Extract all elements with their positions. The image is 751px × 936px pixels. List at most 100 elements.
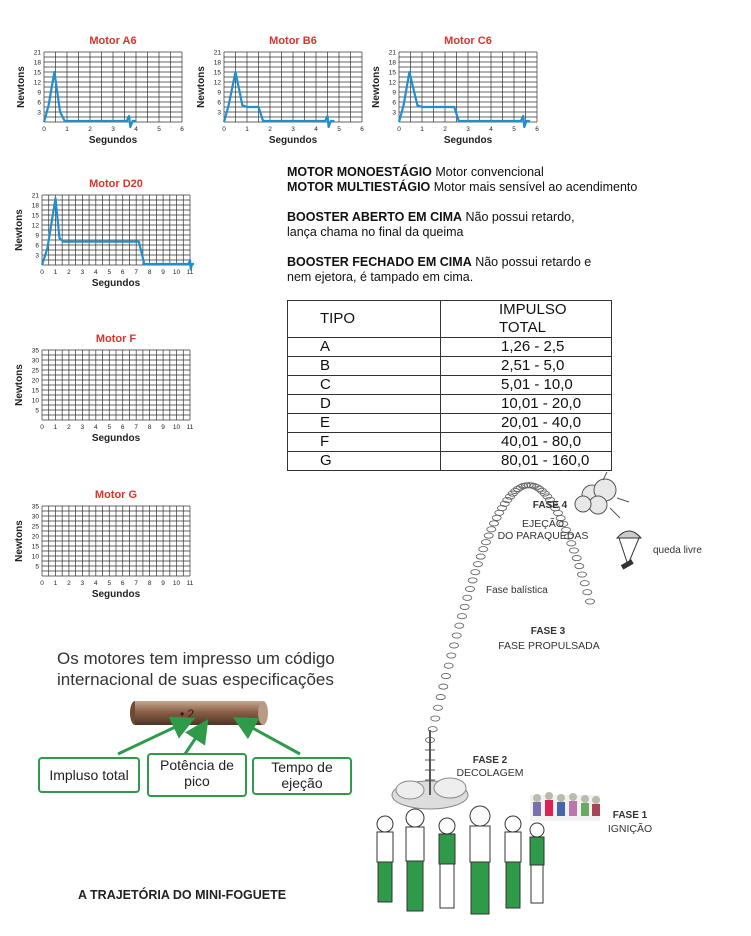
chart-grid — [41, 194, 191, 266]
trajectory-dot — [539, 490, 550, 497]
x-tick-label: 4 — [94, 580, 98, 587]
cell-impulso: 80,01 - 160,0 — [440, 451, 612, 471]
y-tick-label: 20 — [32, 378, 40, 385]
chart-motor-c6: Motor C6 3 6 9 12 15 18 21 0 1 2 3 4 5 6 Newtons Segundo… — [365, 32, 545, 158]
potencia-label-2: pico — [184, 773, 210, 789]
svg-text:• 2: • 2 — [180, 707, 195, 721]
chart-grid — [223, 51, 363, 123]
table-row: A 1,26 - 2,5 — [287, 337, 612, 357]
impulso-total-label: Impluso total — [49, 767, 129, 783]
motor-code-diagram: • 2 — [117, 701, 301, 756]
x-tick-label: 6 — [121, 424, 125, 431]
y-tick-label: 15 — [389, 70, 397, 77]
x-tick-label: 6 — [121, 269, 125, 276]
y-tick-label: 12 — [214, 80, 222, 87]
y-tick-label: 9 — [35, 233, 39, 240]
trajectory-dot — [449, 642, 459, 649]
y-axis-label: Newtons — [371, 66, 382, 108]
trajectory-dot — [531, 484, 542, 491]
x-tick-label: 2 — [88, 126, 92, 133]
y-tick-label: 5 — [35, 564, 39, 571]
impulse-table: TIPO IMPULSO TOTAL A 1,26 - 2,5 B 2,51 - 5,… — [287, 300, 612, 471]
y-tick-label: 25 — [32, 524, 40, 531]
y-tick-label: 30 — [32, 358, 40, 365]
chart-title: Motor G — [95, 489, 137, 501]
y-tick-label: 18 — [214, 60, 222, 67]
trajectory-illustration — [376, 471, 643, 915]
trajectory-dot — [430, 715, 441, 722]
arrow-impulso — [117, 716, 196, 756]
arrow-tempo — [232, 717, 301, 756]
cell-impulso: 5,01 - 10,0 — [440, 375, 612, 395]
header-tipo: TIPO — [287, 300, 441, 338]
trajectory-dot — [459, 603, 470, 610]
cell-impulso: 1,26 - 2,5 — [440, 337, 612, 357]
x-tick-label: 1 — [54, 424, 58, 431]
x-axis-label: Segundos — [444, 135, 493, 146]
cell-impulso: 20,01 - 40,0 — [440, 413, 612, 433]
cell-impulso: 2,51 - 5,0 — [440, 356, 612, 376]
x-tick-label: 5 — [107, 269, 111, 276]
chart-title: Motor D20 — [89, 178, 143, 190]
y-axis-label: Newtons — [196, 66, 207, 108]
trajectory-dot — [497, 505, 507, 512]
x-tick-label: 3 — [466, 126, 470, 133]
table-row: F 40,01 - 80,0 — [287, 432, 612, 452]
x-tick-label: 3 — [81, 580, 85, 587]
trajectory-dot — [462, 594, 473, 601]
x-axis-label: Segundos — [92, 433, 141, 444]
y-tick-label: 15 — [214, 70, 222, 77]
chart-motor-b6: Motor B6 3 6 9 12 15 18 21 0 1 2 3 4 5 6 Newtons Segundo… — [190, 32, 370, 158]
fase1-line1: IGNIÇÃO — [607, 823, 653, 835]
trajectory-dot — [566, 540, 577, 547]
trajectory-dot — [585, 598, 595, 605]
trajectory-dot — [582, 589, 593, 596]
x-tick-label: 4 — [94, 269, 98, 276]
spectators-illustration — [376, 805, 545, 915]
x-tick-label: 7 — [134, 269, 138, 276]
y-axis-label: Newtons — [14, 520, 25, 562]
mono-label: MOTOR MONOESTÁGIO — [287, 165, 432, 179]
table-row: G 80,01 - 160,0 — [287, 451, 612, 471]
x-tick-label: 10 — [173, 269, 181, 276]
y-tick-label: 21 — [214, 50, 222, 57]
x-tick-label: 3 — [81, 269, 85, 276]
chart-motor-d20: Motor D20 3 6 9 12 15 18 21 0 1 2 3 4 5 6 7 8 9 10 11 Newton… — [8, 175, 198, 301]
table-header-row: TIPO IMPULSO TOTAL — [287, 300, 612, 338]
x-tick-label: 11 — [187, 269, 194, 276]
x-tick-label: 1 — [420, 126, 424, 133]
thrust-curve — [42, 70, 136, 129]
cell-tipo: C — [287, 375, 441, 395]
trajectory-dot — [478, 546, 489, 553]
motor-types-info: MOTOR MONOESTÁGIO Motor convencional MOT… — [287, 165, 727, 285]
trajectory-dot — [475, 553, 486, 560]
x-tick-label: 6 — [180, 126, 184, 133]
booster-closed-text-2: nem ejetora, é tampado em cima. — [287, 270, 474, 284]
y-tick-label: 12 — [34, 80, 42, 87]
booster-open-label: BOOSTER ABERTO EM CIMA — [287, 210, 463, 224]
thrust-curve — [397, 70, 531, 129]
cell-tipo: E — [287, 413, 441, 433]
y-tick-label: 15 — [34, 70, 42, 77]
y-tick-label: 6 — [35, 243, 39, 250]
x-tick-label: 2 — [67, 424, 71, 431]
x-axis-label: Segundos — [92, 589, 141, 600]
y-tick-label: 9 — [392, 90, 396, 97]
trajectory-dot — [579, 580, 590, 587]
y-tick-label: 18 — [32, 203, 40, 210]
trajectory-dot — [451, 632, 462, 639]
chart-title: Motor B6 — [269, 35, 317, 47]
y-tick-label: 35 — [32, 504, 40, 511]
x-tick-label: 4 — [94, 424, 98, 431]
trajectory-dot — [465, 585, 475, 593]
trajectory-dot — [561, 526, 571, 533]
motor-code-heading-line2: internacional de suas especificações — [57, 670, 334, 689]
fase3-line1: FASE PROPULSADA — [498, 640, 600, 652]
y-tick-label: 9 — [217, 90, 221, 97]
x-tick-label: 5 — [157, 126, 161, 133]
queda-livre-label: queda livre — [653, 545, 702, 556]
tempo-ejecao-box: Tempo de ejeção — [252, 757, 352, 795]
trajectory-dot — [473, 561, 483, 568]
x-tick-label: 10 — [173, 580, 181, 587]
x-axis-label: Segundos — [89, 135, 138, 146]
